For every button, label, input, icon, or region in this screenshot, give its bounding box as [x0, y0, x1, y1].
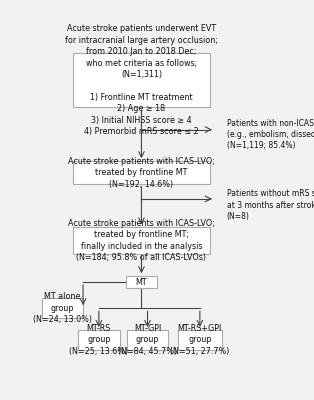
Text: Acute stroke patients with ICAS-LVO;
treated by frontline MT
(N=192, 14.6%): Acute stroke patients with ICAS-LVO; tre…: [68, 157, 215, 189]
FancyBboxPatch shape: [42, 298, 83, 318]
Text: Patients without mRS score
at 3 months after stroke
(N=8): Patients without mRS score at 3 months a…: [227, 190, 314, 221]
Text: MT alone
group
(N=24, 13.0%): MT alone group (N=24, 13.0%): [33, 292, 92, 324]
FancyBboxPatch shape: [73, 53, 210, 107]
Text: Acute stroke patients underwent EVT
for intracranial large artery occlusion;
fro: Acute stroke patients underwent EVT for …: [65, 24, 218, 136]
FancyBboxPatch shape: [178, 330, 222, 350]
Text: MT-RS+GPI
group
(N=51, 27.7%): MT-RS+GPI group (N=51, 27.7%): [170, 324, 230, 356]
FancyBboxPatch shape: [127, 330, 168, 350]
Text: MT: MT: [136, 278, 147, 286]
FancyBboxPatch shape: [73, 161, 210, 184]
Text: MT-GPI
group
(N=84, 45.7%): MT-GPI group (N=84, 45.7%): [118, 324, 177, 356]
Text: Acute stroke patients with ICAS-LVO;
treated by frontline MT;
finally included i: Acute stroke patients with ICAS-LVO; tre…: [68, 219, 215, 262]
FancyBboxPatch shape: [126, 276, 157, 288]
FancyBboxPatch shape: [73, 228, 210, 254]
Text: Patients with non-ICAS-LVO
(e.g., embolism, dissection, etc.)
(N=1,119; 85.4%): Patients with non-ICAS-LVO (e.g., emboli…: [227, 119, 314, 150]
Text: MT-RS
group
(N=25, 13.6%): MT-RS group (N=25, 13.6%): [69, 324, 128, 356]
FancyBboxPatch shape: [78, 330, 120, 350]
